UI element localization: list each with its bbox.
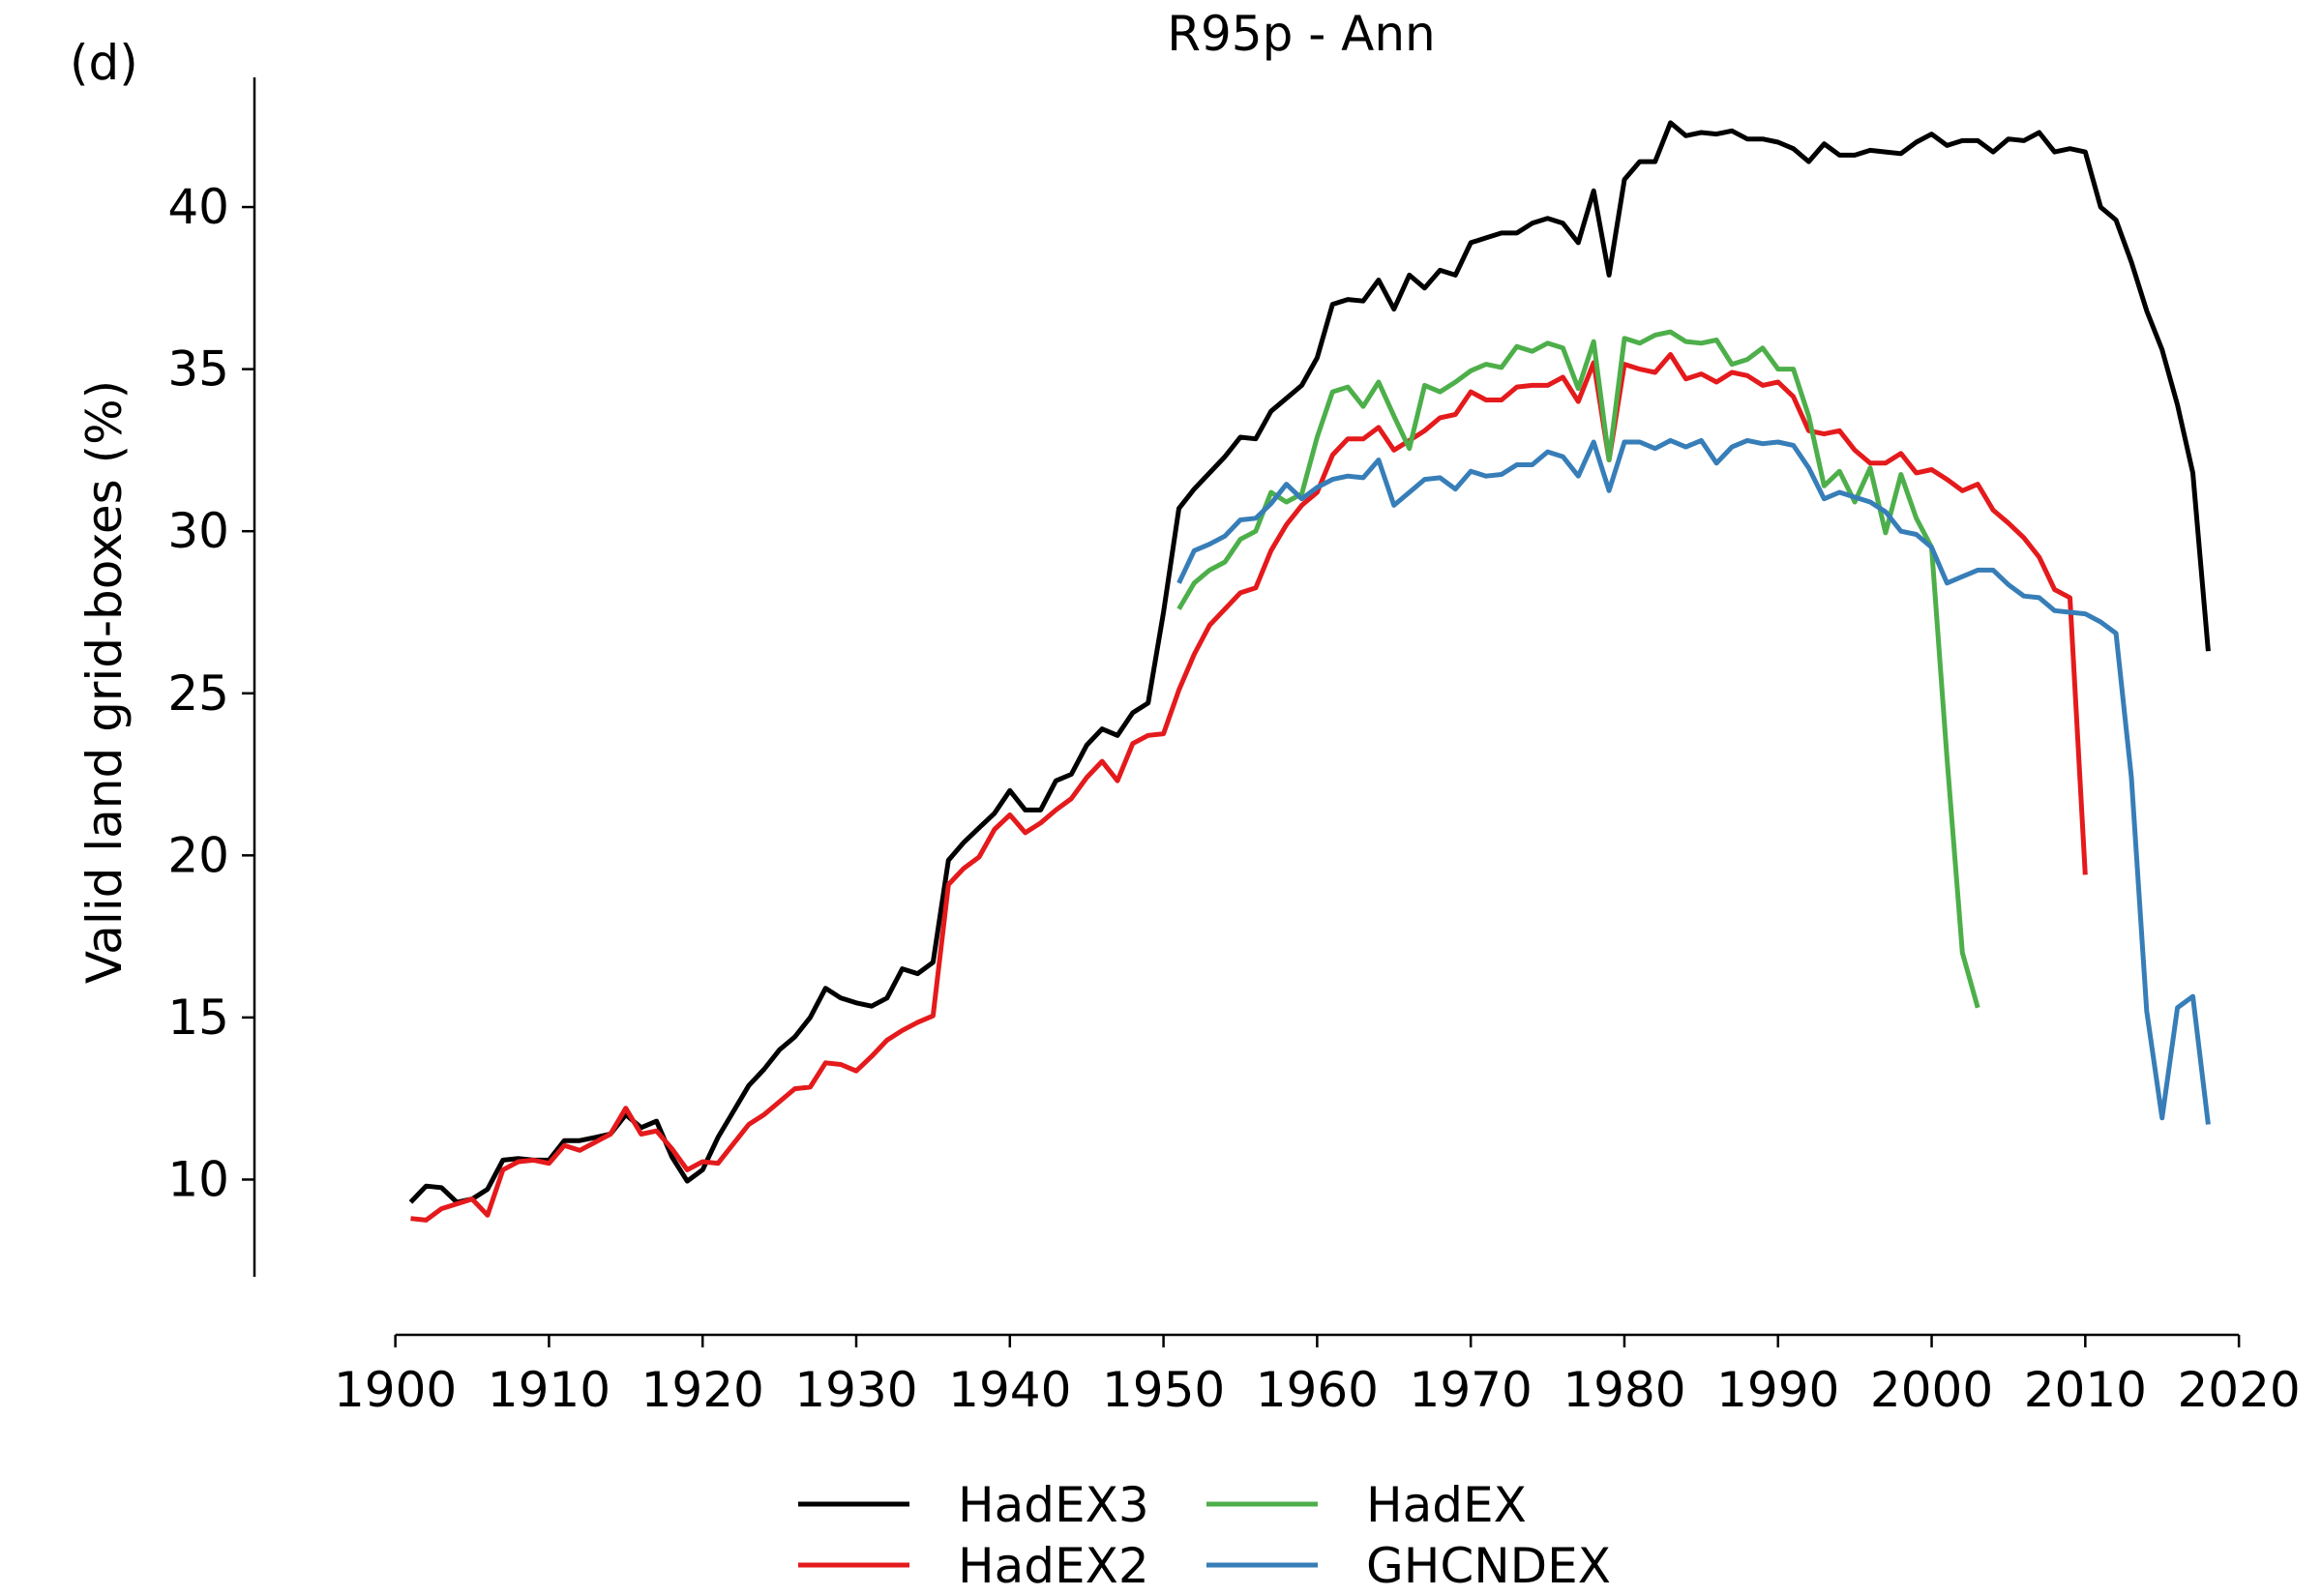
x-tick-label: 1920 [641,1362,764,1418]
y-tick-label: 20 [167,827,229,883]
x-tick-label: 1970 [1410,1362,1533,1418]
chart-title: R95p - Ann [1167,6,1436,62]
x-tick-label: 2010 [2024,1362,2147,1418]
x-tick-label: 2000 [1870,1362,1993,1418]
axes: 10 15 20 25 30 35 40 1900 1910 1920 1930 1940 1950 19… [167,77,2301,1418]
x-tick-label: 2020 [2177,1362,2300,1418]
x-tick-label: 1950 [1102,1362,1225,1418]
y-tick-label: 40 [167,179,229,235]
y-tick-label: 10 [167,1151,229,1207]
y-tick-label: 30 [167,503,229,559]
y-tick-label: 15 [167,990,229,1046]
x-tick-label: 1900 [334,1362,457,1418]
series-line-hadex3 [408,120,2211,1205]
x-tick-label: 1910 [488,1362,610,1418]
x-tick-label: 1990 [1716,1362,1839,1418]
legend-label-hadex3: HadEX3 [958,1477,1149,1533]
legend-label-hadex2: HadEX2 [958,1538,1149,1594]
panel-label: (d) [70,35,138,91]
series-line-hadex [1176,329,1980,1009]
x-tick-label: 1930 [794,1362,917,1418]
series-line-ghcndex [1176,437,2211,1125]
legend-label-ghcndex: GHCNDEX [1366,1538,1611,1594]
y-axis-label: Valid land grid-boxes (%) [76,380,133,984]
series-lines [408,120,2211,1223]
legend-label-hadex: HadEX [1366,1477,1527,1533]
series-line-hadex2 [410,352,2088,1223]
x-tick-label: 1940 [948,1362,1071,1418]
y-tick-label: 35 [167,341,229,398]
x-tick-label: 1960 [1256,1362,1379,1418]
y-tick-label: 25 [167,665,229,722]
x-tick-label: 1980 [1563,1362,1685,1418]
